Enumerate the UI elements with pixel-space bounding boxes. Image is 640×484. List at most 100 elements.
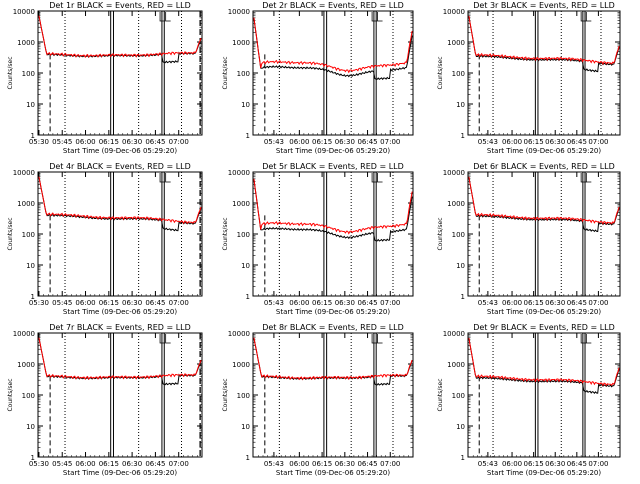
x-tick-label: 07:00 [588, 138, 608, 146]
x-axis-label: Start Time (09-Dec-06 05:29:20) [487, 308, 601, 316]
y-tick-label: 10 [26, 262, 35, 270]
y-axis-label: Counts/sec [437, 378, 444, 411]
panel-title: Det 8r BLACK = Events, RED = LLD [262, 323, 404, 332]
top-bracket-marker [159, 12, 166, 22]
x-tick-label: 06:00 [289, 299, 309, 307]
y-tick-label: 100 [22, 70, 35, 78]
y-axis-label: Counts/sec [7, 56, 14, 89]
y-tick-label: 10 [241, 423, 250, 431]
x-tick-label: 06:30 [335, 460, 355, 468]
top-bracket-marker [377, 173, 383, 183]
top-bracket-marker [580, 173, 587, 183]
y-tick-label: 10000 [443, 169, 465, 177]
plot-frame [37, 332, 203, 458]
x-tick-label: 06:00 [502, 138, 522, 146]
y-tick-label: 1 [246, 454, 250, 462]
lld-series-line [38, 15, 202, 58]
panel-title: Det 7r BLACK = Events, RED = LLD [49, 323, 191, 332]
x-tick-label: 07:00 [380, 138, 400, 146]
top-bracket-marker [585, 173, 592, 183]
x-tick-label: 05:45 [52, 299, 72, 307]
events-series-line [38, 176, 202, 232]
y-tick-label: 10000 [228, 330, 250, 338]
y-tick-label: 1 [461, 293, 465, 301]
x-axis-label: Start Time (09-Dec-06 05:29:20) [487, 147, 601, 155]
y-tick-label: 1 [31, 132, 35, 140]
plot-frame [37, 171, 203, 297]
x-tick-label: 06:30 [122, 299, 142, 307]
top-bracket-marker [371, 334, 378, 344]
top-bracket-marker [165, 334, 171, 344]
y-axis-label: Counts/sec [7, 217, 14, 250]
y-tick-label: 10 [241, 101, 250, 109]
events-series-line [253, 178, 413, 242]
panel-det-7: Det 7r BLACK = Events, RED = LLD 1 10 100 10… [7, 323, 203, 477]
events-series-line [468, 15, 620, 73]
x-tick-label: 05:45 [52, 460, 72, 468]
panel-title: Det 6r BLACK = Events, RED = LLD [473, 162, 615, 171]
plot-frame [467, 10, 621, 136]
panel-title: Det 9r BLACK = Events, RED = LLD [473, 323, 615, 332]
x-tick-label: 05:43 [264, 460, 284, 468]
y-tick-label: 1 [246, 293, 250, 301]
top-bracket-marker [159, 173, 166, 183]
x-tick-label: 05:30 [29, 299, 49, 307]
panel-det-9: Det 9r BLACK = Events, RED = LLD 1 10 100 10… [437, 323, 621, 477]
x-tick-label: 06:15 [99, 460, 119, 468]
x-tick-label: 06:15 [524, 299, 544, 307]
lld-series-line [38, 176, 202, 225]
x-tick-label: 07:00 [588, 460, 608, 468]
y-tick-label: 10000 [443, 8, 465, 16]
x-tick-label: 06:45 [357, 460, 377, 468]
x-tick-label: 06:30 [545, 299, 565, 307]
x-tick-label: 06:30 [122, 460, 142, 468]
x-tick-label: 06:15 [524, 460, 544, 468]
events-series-line [468, 176, 620, 233]
y-tick-label: 100 [237, 392, 250, 400]
y-tick-label: 10000 [228, 169, 250, 177]
x-tick-label: 07:00 [380, 460, 400, 468]
y-tick-label: 1000 [17, 361, 35, 369]
y-axis-label: Counts/sec [222, 378, 229, 411]
x-tick-label: 06:45 [357, 299, 377, 307]
y-axis-label: Counts/sec [437, 217, 444, 250]
x-tick-label: 06:45 [145, 299, 165, 307]
panel-det-4: Det 4r BLACK = Events, RED = LLD 1 10 100 10… [7, 162, 203, 316]
y-tick-label: 1000 [447, 361, 465, 369]
x-tick-label: 05:30 [29, 460, 49, 468]
plot-frame [37, 10, 203, 136]
y-tick-label: 10 [456, 101, 465, 109]
x-tick-label: 05:43 [264, 299, 284, 307]
x-axis-label: Start Time (09-Dec-06 05:29:20) [63, 147, 177, 155]
lld-series-line [468, 176, 620, 225]
lld-series-line [253, 337, 413, 381]
panel-det-6: Det 6r BLACK = Events, RED = LLD 1 10 100 10… [437, 162, 621, 316]
y-tick-label: 100 [452, 231, 465, 239]
x-tick-label: 06:00 [289, 460, 309, 468]
x-tick-label: 06:45 [567, 299, 587, 307]
x-tick-label: 06:45 [567, 138, 587, 146]
x-axis-label: Start Time (09-Dec-06 05:29:20) [276, 469, 390, 477]
x-tick-label: 06:00 [75, 460, 95, 468]
top-bracket-marker [159, 334, 166, 344]
x-tick-label: 06:00 [75, 299, 95, 307]
top-bracket-marker [585, 334, 592, 344]
y-tick-label: 10 [456, 262, 465, 270]
y-tick-label: 1000 [447, 39, 465, 47]
x-tick-label: 06:30 [545, 138, 565, 146]
x-tick-label: 06:45 [145, 138, 165, 146]
x-tick-label: 06:00 [75, 138, 95, 146]
y-tick-label: 10 [241, 262, 250, 270]
x-tick-label: 06:15 [99, 138, 119, 146]
y-tick-label: 10000 [13, 169, 35, 177]
panel-det-3: Det 3r BLACK = Events, RED = LLD 1 10 100 10… [437, 1, 621, 155]
lld-series-line [468, 15, 620, 66]
y-tick-label: 100 [22, 392, 35, 400]
top-bracket-marker [377, 334, 383, 344]
panel-title: Det 5r BLACK = Events, RED = LLD [262, 162, 404, 171]
y-tick-label: 1 [461, 454, 465, 462]
y-tick-label: 10000 [13, 8, 35, 16]
lld-series-line [253, 17, 413, 74]
x-tick-label: 06:00 [289, 138, 309, 146]
